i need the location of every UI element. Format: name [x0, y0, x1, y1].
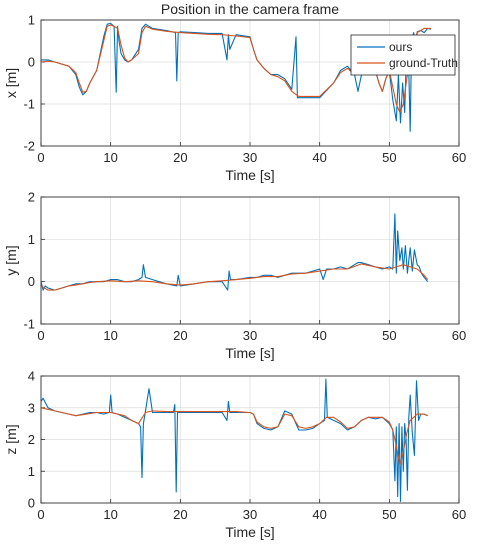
y-tick-label: -1 — [23, 97, 35, 112]
series-line-ground-truth — [41, 263, 429, 291]
y-tick-label: 1 — [28, 464, 35, 479]
y-tick-label: 2 — [28, 432, 35, 447]
x-axis-label: Time [s] — [225, 345, 274, 361]
x-tick-label: 50 — [382, 328, 396, 343]
plot-frame — [40, 196, 460, 325]
x-tick-label: 0 — [37, 328, 44, 343]
plot-frame — [40, 375, 460, 504]
x-tick-label: 40 — [312, 507, 326, 522]
y-tick-label: 0 — [28, 496, 35, 511]
subplot-3: 0 10 20 30 40 50 60 0 1 2 3 4 Time [s] z [m] — [3, 369, 466, 541]
x-tick-label: 50 — [382, 507, 396, 522]
x-tick-label: 20 — [173, 507, 187, 522]
x-tick-label: 60 — [452, 507, 466, 522]
legend-label: ours — [389, 40, 412, 54]
plot-frame — [40, 19, 460, 147]
x-tick-label: 20 — [173, 328, 187, 343]
x-tick-label: 50 — [382, 150, 396, 165]
y-tick-label: 0 — [28, 274, 35, 289]
x-tick-label: 0 — [37, 507, 44, 522]
y-tick-label: 0 — [28, 55, 35, 70]
x-tick-label: 60 — [452, 328, 466, 343]
series-line-ground-truth — [41, 24, 432, 113]
x-tick-label: 30 — [243, 507, 257, 522]
subplot-1: 0 10 20 30 40 50 60 -2 -1 0 1 Time [s] x [m] Position… — [3, 1, 466, 183]
series-line-ground-truth — [41, 407, 428, 466]
x-axis-label: Time [s] — [225, 524, 274, 540]
legend-box — [350, 34, 456, 76]
legend: ours ground-Truth — [350, 34, 458, 76]
y-axis-label: x [m] — [3, 68, 19, 98]
x-tick-label: 10 — [103, 507, 117, 522]
x-tick-label: 30 — [243, 150, 257, 165]
x-tick-label: 20 — [173, 150, 187, 165]
y-axis-label: z [m] — [3, 424, 19, 454]
y-tick-label: -2 — [23, 139, 35, 154]
y-tick-label: -1 — [23, 317, 35, 332]
x-tick-label: 0 — [37, 150, 44, 165]
y-tick-label: 4 — [28, 369, 35, 384]
y-tick-label: 2 — [28, 190, 35, 205]
x-tick-label: 10 — [103, 150, 117, 165]
x-tick-label: 60 — [452, 150, 466, 165]
legend-label: ground-Truth — [389, 56, 458, 70]
x-tick-label: 40 — [312, 328, 326, 343]
y-tick-label: 3 — [28, 400, 35, 415]
chart-title: Position in the camera frame — [161, 1, 339, 17]
y-tick-label: 1 — [28, 13, 35, 28]
x-axis-label: Time [s] — [225, 167, 274, 183]
x-tick-label: 30 — [243, 328, 257, 343]
x-tick-label: 40 — [312, 150, 326, 165]
y-axis-label: y [m] — [3, 245, 19, 275]
y-tick-label: 1 — [28, 232, 35, 247]
x-tick-label: 10 — [103, 328, 117, 343]
